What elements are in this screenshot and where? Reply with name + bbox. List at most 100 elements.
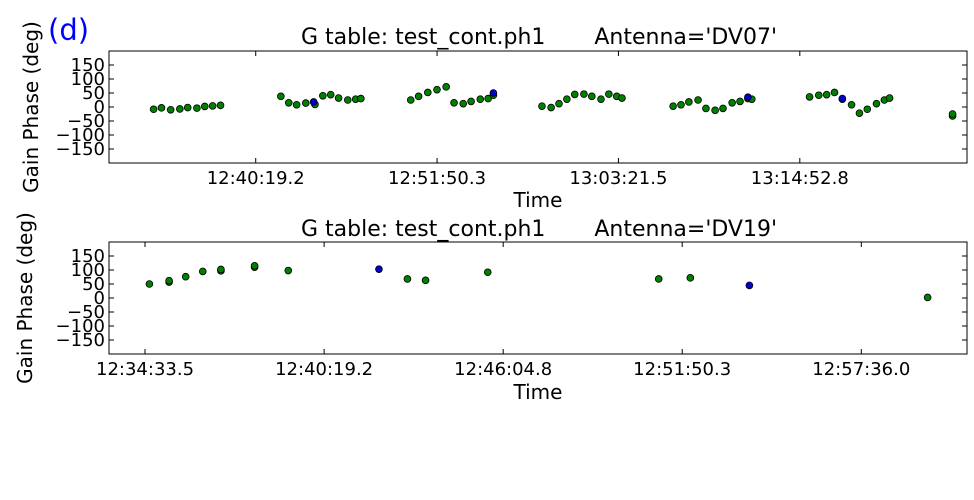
green-point — [319, 92, 327, 100]
green-point — [277, 92, 285, 101]
x-axis-label: Time — [513, 188, 563, 212]
blue-point — [375, 265, 383, 273]
green-point — [467, 97, 475, 106]
y-tick-label: −100 — [56, 316, 105, 337]
green-point — [855, 109, 864, 117]
green-point — [711, 106, 719, 115]
y-tick-label: −50 — [67, 302, 105, 323]
y-tick-label: −50 — [67, 111, 105, 132]
y-tick-label: 150 — [71, 246, 105, 267]
green-point — [654, 275, 663, 283]
green-point — [580, 90, 588, 98]
green-point — [450, 99, 458, 107]
green-point — [414, 92, 423, 101]
y-tick-label: −100 — [56, 125, 105, 146]
y-tick-label: 100 — [71, 260, 105, 281]
scatter-points — [145, 261, 932, 302]
green-point — [200, 102, 209, 111]
green-point — [686, 274, 695, 282]
plot-area — [108, 50, 968, 164]
green-point — [547, 103, 555, 112]
green-point — [728, 99, 736, 107]
x-tick-label: 13:14:52.8 — [751, 168, 849, 189]
y-axis-label: Gain Phase (deg) — [19, 21, 43, 193]
green-point — [483, 268, 492, 277]
green-point — [216, 101, 225, 110]
green-point — [847, 100, 856, 109]
x-tick-label: 12:40:19.2 — [275, 359, 373, 380]
x-tick-label: 12:51:50.3 — [633, 359, 731, 380]
green-point — [563, 95, 571, 103]
green-point — [292, 100, 301, 109]
green-point — [250, 261, 259, 270]
green-point — [555, 99, 563, 108]
green-point — [166, 106, 175, 114]
green-point — [423, 88, 432, 97]
blue-point — [489, 89, 498, 97]
x-tick-label: 12:51:50.3 — [388, 168, 486, 189]
scatter-points — [149, 83, 957, 120]
green-point — [284, 266, 293, 275]
green-point — [157, 104, 166, 112]
green-point — [176, 105, 184, 113]
x-tick-label: 12:57:36.0 — [812, 359, 910, 380]
y-tick-label: −150 — [56, 330, 105, 351]
green-point — [736, 97, 744, 106]
y-tick-label: 50 — [82, 274, 105, 295]
panel-label: (d) — [48, 13, 89, 47]
green-point — [421, 276, 430, 285]
x-tick-label: 13:03:21.5 — [569, 168, 667, 189]
green-point — [863, 105, 872, 114]
green-point — [587, 92, 596, 101]
green-point — [719, 104, 727, 113]
green-point — [677, 100, 685, 109]
green-point — [885, 94, 894, 102]
blue-point — [838, 94, 847, 103]
green-point — [284, 99, 293, 107]
green-point — [326, 90, 335, 99]
x-axis-label: Time — [513, 380, 563, 404]
chart-panel-dv19: G table: test_cont.ph1 Antenna='DV19' −1… — [13, 212, 968, 404]
green-point — [403, 275, 412, 283]
blue-point — [309, 98, 318, 106]
green-point — [149, 105, 158, 114]
green-point — [597, 95, 605, 103]
green-point — [459, 99, 468, 108]
green-point — [830, 88, 839, 97]
green-point — [476, 95, 485, 103]
y-tick-label: 0 — [94, 288, 105, 309]
green-point — [814, 91, 823, 100]
green-point — [694, 96, 702, 104]
green-point — [433, 85, 441, 94]
green-point — [357, 94, 365, 103]
green-point — [165, 276, 173, 285]
chart-panel-dv07: G table: test_cont.ph1 Antenna='DV07' −1… — [19, 21, 968, 212]
green-point — [145, 280, 154, 288]
y-tick-label: −150 — [56, 139, 105, 160]
green-point — [923, 293, 932, 302]
green-point — [822, 90, 831, 99]
green-point — [805, 93, 814, 101]
green-point — [208, 102, 217, 110]
green-point — [669, 102, 677, 110]
x-tick-label: 12:40:19.2 — [207, 168, 305, 189]
green-point — [334, 94, 343, 102]
green-point — [702, 104, 710, 113]
green-point — [181, 272, 190, 281]
green-point — [605, 90, 613, 98]
chart-title: G table: test_cont.ph1 Antenna='DV19' — [301, 217, 777, 242]
y-tick-label: 150 — [71, 55, 105, 76]
green-point — [193, 104, 201, 112]
green-point — [685, 98, 693, 106]
blue-point — [745, 281, 754, 290]
green-point — [343, 96, 352, 104]
plot-area — [108, 241, 968, 355]
green-point — [538, 102, 546, 110]
green-point — [618, 94, 626, 102]
green-point — [301, 99, 310, 107]
green-point — [442, 83, 450, 91]
green-point — [217, 265, 225, 274]
